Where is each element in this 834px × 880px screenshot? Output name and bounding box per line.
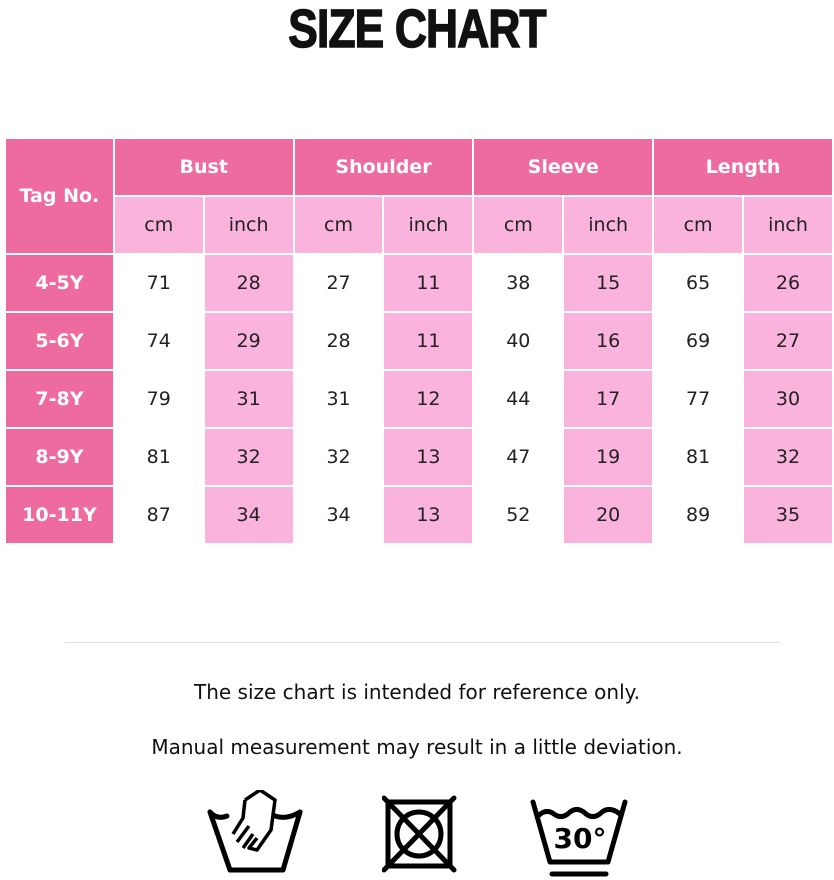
- tag-cell: 7-8Y: [4, 369, 115, 429]
- size-chart-table: Tag No. Bust Shoulder Sleeve Length cm inch cm i…: [4, 137, 834, 545]
- tag-cell: 10-11Y: [4, 485, 115, 545]
- cm-cell: 28: [292, 311, 385, 371]
- svg-text:30°: 30°: [554, 822, 607, 855]
- unit-header-inch: inch: [742, 195, 834, 255]
- hand-wash-icon: [207, 790, 303, 873]
- unit-header-cm: cm: [472, 195, 565, 255]
- inch-cell: 28: [202, 253, 295, 313]
- group-header: Length: [652, 137, 834, 197]
- cm-cell: 52: [472, 485, 565, 545]
- inch-cell: 26: [742, 253, 834, 313]
- inch-cell: 29: [202, 311, 295, 371]
- cm-cell: 69: [652, 311, 745, 371]
- unit-header-inch: inch: [382, 195, 475, 255]
- cm-cell: 81: [652, 427, 745, 487]
- cm-cell: 47: [472, 427, 565, 487]
- tag-cell: 8-9Y: [4, 427, 115, 487]
- wash-30-icon: 30°: [530, 799, 628, 877]
- inch-cell: 13: [382, 427, 475, 487]
- cm-cell: 65: [652, 253, 745, 313]
- cm-cell: 74: [112, 311, 205, 371]
- unit-header-cm: cm: [292, 195, 385, 255]
- cm-cell: 89: [652, 485, 745, 545]
- inch-cell: 11: [382, 311, 475, 371]
- inch-cell: 27: [742, 311, 834, 371]
- inch-cell: 13: [382, 485, 475, 545]
- inch-cell: 11: [382, 253, 475, 313]
- group-header: Bust: [112, 137, 295, 197]
- cm-cell: 44: [472, 369, 565, 429]
- page-title: SIZE CHART: [288, 0, 548, 59]
- cm-cell: 27: [292, 253, 385, 313]
- cm-cell: 81: [112, 427, 205, 487]
- inch-cell: 30: [742, 369, 834, 429]
- inch-cell: 32: [742, 427, 834, 487]
- tag-header: Tag No.: [4, 137, 115, 255]
- table-row: 10-11Y 87 34 34 13 52 20 89 35: [4, 485, 834, 545]
- divider: [65, 642, 780, 643]
- table-row: 8-9Y 81 32 32 13 47 19 81 32: [4, 427, 834, 487]
- cm-cell: 79: [112, 369, 205, 429]
- unit-header-cm: cm: [112, 195, 205, 255]
- cm-cell: 87: [112, 485, 205, 545]
- reference-note: The size chart is intended for reference…: [193, 680, 640, 704]
- inch-cell: 31: [202, 369, 295, 429]
- cm-cell: 32: [292, 427, 385, 487]
- inch-cell: 20: [562, 485, 655, 545]
- tag-cell: 5-6Y: [4, 311, 115, 371]
- do-not-tumble-dry-icon: [382, 795, 457, 873]
- table-row: 4-5Y 71 28 27 11 38 15 65 26: [4, 253, 834, 313]
- unit-header-cm: cm: [652, 195, 745, 255]
- cm-cell: 71: [112, 253, 205, 313]
- group-header: Sleeve: [472, 137, 655, 197]
- tag-cell: 4-5Y: [4, 253, 115, 313]
- cm-cell: 38: [472, 253, 565, 313]
- inch-cell: 16: [562, 311, 655, 371]
- inch-cell: 35: [742, 485, 834, 545]
- inch-cell: 32: [202, 427, 295, 487]
- group-header: Shoulder: [292, 137, 475, 197]
- inch-cell: 17: [562, 369, 655, 429]
- cm-cell: 40: [472, 311, 565, 371]
- table-row: 7-8Y 79 31 31 12 44 17 77 30: [4, 369, 834, 429]
- table-row: 5-6Y 74 29 28 11 40 16 69 27: [4, 311, 834, 371]
- unit-header-inch: inch: [202, 195, 295, 255]
- inch-cell: 12: [382, 369, 475, 429]
- cm-cell: 34: [292, 485, 385, 545]
- inch-cell: 15: [562, 253, 655, 313]
- unit-header-inch: inch: [562, 195, 655, 255]
- cm-cell: 77: [652, 369, 745, 429]
- cm-cell: 31: [292, 369, 385, 429]
- inch-cell: 34: [202, 485, 295, 545]
- inch-cell: 19: [562, 427, 655, 487]
- deviation-note: Manual measurement may result in a littl…: [151, 735, 683, 759]
